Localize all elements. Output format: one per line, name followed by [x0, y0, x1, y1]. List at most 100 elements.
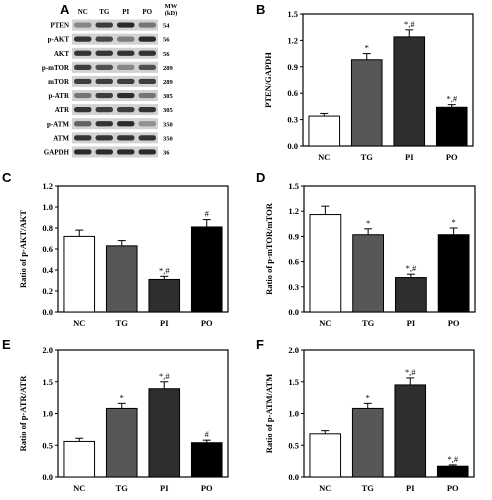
blot-band	[117, 78, 135, 85]
bar	[394, 277, 427, 313]
blot-band	[117, 50, 135, 56]
chart-f-patm-atm: 0.0 0.5 1.0 1.5 2.0 Ratio of p-ATM/ATM NC * TG *,…	[264, 345, 475, 493]
x-category-label: PI	[407, 318, 416, 328]
blot-band	[95, 36, 113, 42]
lane-label: TG	[99, 8, 110, 16]
blot-band	[138, 107, 156, 113]
blot-strip	[72, 75, 158, 87]
blot-strip	[72, 19, 158, 31]
blot-strip	[72, 47, 158, 59]
blot-band	[138, 135, 156, 141]
y-tick-label: 0.4	[42, 265, 53, 275]
blot-strip	[72, 33, 158, 45]
y-tick-label: 0.0	[42, 472, 53, 482]
x-category-label: NC	[318, 152, 330, 162]
y-tick-label: 0.0	[42, 307, 53, 317]
significance-label: *,#	[159, 265, 170, 275]
panel-letter-f: F	[256, 337, 264, 352]
y-tick-label: 1.0	[42, 409, 53, 419]
y-tick-label: 1.5	[288, 377, 299, 387]
y-tick-label: 0.3	[287, 115, 298, 125]
x-category-label: PI	[405, 152, 414, 162]
y-tick-label: 1.0	[288, 409, 299, 419]
y-tick-label: 0.2	[42, 286, 53, 296]
blot-band	[138, 92, 156, 99]
bar	[105, 407, 138, 478]
blot-band	[74, 50, 92, 56]
chart-d-pmtor-mtor: 0.0 0.3 0.6 0.9 1.2 1.5 Ratio of p-mTOR/mTOR NC…	[264, 181, 476, 328]
panel-letter-a: A	[60, 2, 70, 17]
protein-label: mTOR	[48, 78, 70, 86]
x-category-label: NC	[319, 483, 331, 493]
bar	[63, 235, 96, 313]
x-category-label: PI	[160, 483, 169, 493]
y-tick-label: 0.6	[287, 88, 298, 98]
x-category-label: PO	[447, 483, 459, 493]
x-category-label: TG	[116, 483, 129, 493]
x-category-label: NC	[73, 483, 85, 493]
blot-band	[74, 78, 92, 85]
bar	[148, 388, 181, 478]
mw-label: 350	[163, 121, 173, 128]
chart-e-patr-atr: 0.0 0.5 1.0 1.5 2.0 Ratio of p-ATR/ATR NC * TG *,…	[18, 345, 229, 493]
blot-band	[95, 64, 113, 70]
lane-label: NC	[78, 8, 88, 16]
significance-label: #	[205, 429, 210, 439]
y-tick-label: 0.0	[288, 472, 299, 482]
y-tick-label: 0.9	[288, 231, 299, 241]
bar	[394, 384, 427, 478]
blot-strip	[72, 104, 158, 116]
y-tick-label: 0.5	[42, 440, 53, 450]
bar	[190, 442, 223, 478]
blot-band	[138, 121, 156, 127]
significance-label: *,#	[446, 94, 457, 104]
protein-label: p-mTOR	[42, 64, 70, 72]
x-category-label: PO	[201, 318, 213, 328]
blot-band	[138, 50, 156, 56]
chart-c-pakt-akt: 0.0 0.2 0.4 0.6 0.8 1.0 1.2 Ratio of p-AKT/AKT N…	[18, 181, 229, 328]
blot-band	[95, 50, 113, 56]
y-tick-label: 2.0	[288, 345, 299, 355]
y-tick-label: 1.0	[42, 202, 53, 212]
significance-label: *	[452, 217, 456, 227]
protein-label: p-ATM	[47, 120, 69, 128]
blot-band	[74, 92, 92, 99]
panel-letter-d: D	[256, 170, 266, 185]
blot-strip	[72, 61, 158, 73]
y-tick-label: 0.6	[42, 244, 53, 254]
x-category-label: TG	[361, 152, 374, 162]
significance-label: *	[366, 218, 370, 228]
bar	[350, 59, 383, 147]
blot-band	[117, 92, 135, 99]
protein-label: ATM	[53, 134, 69, 142]
lane-label: PO	[142, 8, 152, 16]
blot-band	[95, 121, 113, 127]
blot-band	[117, 36, 135, 42]
y-tick-label: 0.8	[42, 223, 53, 233]
western-blot-panel: NC TG PI PO MW(kD) PTEN 54 p-AKT 56 AKT 56 p-mTOR 28…	[42, 3, 178, 158]
y-tick-label: 0.0	[287, 141, 298, 151]
x-category-label: NC	[73, 318, 85, 328]
blot-band	[74, 149, 92, 155]
bar	[436, 465, 469, 478]
blot-strip	[72, 90, 158, 102]
panel-letter-b: B	[256, 2, 266, 17]
bar	[435, 106, 468, 147]
bar	[309, 214, 342, 313]
blot-band	[95, 107, 113, 113]
x-category-label: PO	[446, 152, 458, 162]
significance-label: *,#	[447, 454, 458, 464]
significance-label: *,#	[159, 371, 170, 381]
bar	[308, 115, 341, 147]
blot-band	[95, 92, 113, 99]
blot-strip	[72, 132, 158, 144]
blot-band	[74, 107, 92, 113]
mw-label: 289	[163, 79, 174, 86]
x-category-label: PO	[201, 483, 213, 493]
mw-header: MW	[165, 3, 178, 10]
mw-label: 56	[163, 51, 170, 58]
protein-label: AKT	[54, 50, 70, 58]
significance-label: *,#	[406, 263, 417, 273]
chart-b-pten-gapdh: 0.0 0.3 0.6 0.9 1.2 1.5 PTEN/GAPDH NC * TG *,# PI *,…	[263, 9, 474, 162]
significance-label: *,#	[405, 367, 416, 377]
